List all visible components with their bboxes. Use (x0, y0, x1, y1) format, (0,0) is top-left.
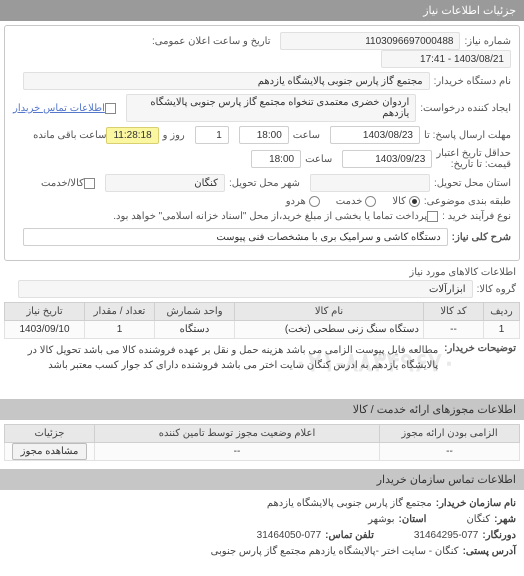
permits-table: الزامی بودن ارائه مجوز اعلام وضعیت مجوز … (4, 424, 520, 461)
pcol-2: جزئیات (5, 425, 95, 443)
phone-label: تلفن تماس: (325, 528, 374, 544)
goods-header-row: ردیف کد کالا نام کالا واحد شمارش تعداد /… (5, 303, 520, 321)
req-no-label: شماره نیاز: (464, 36, 511, 47)
validity-time: 18:00 (251, 150, 301, 168)
goods-table: ردیف کد کالا نام کالا واحد شمارش تعداد /… (4, 302, 520, 339)
permits-row: -- -- مشاهده مجوز (5, 443, 520, 461)
pay-checkbox[interactable] (427, 211, 438, 222)
province-value (310, 174, 430, 192)
col-0: ردیف (484, 303, 520, 321)
goods-group-label: گروه کالا: (477, 284, 516, 295)
countdown-timer: 11:28:18 (106, 127, 158, 144)
postal-label: آدرس پستی: (463, 544, 516, 560)
col-4: تعداد / مقدار (85, 303, 155, 321)
time-label-1: ساعت (293, 130, 320, 141)
pcell-1: -- (95, 443, 380, 461)
cell-3: دستگاه (155, 321, 235, 339)
pkg-service-label: خدمت (336, 196, 363, 207)
remain-unit: روز و (163, 130, 185, 141)
pcol-1: اعلام وضعیت مجوز توسط تامین کننده (95, 425, 380, 443)
title-value: دستگاه کاشی و سرامیک بری با مشخصات فنی پ… (23, 228, 448, 246)
col-1: کد کالا (424, 303, 484, 321)
permits-header: اطلاعات مجوزهای ارائه خدمت / کالا (0, 399, 524, 420)
need-info-fieldset: شماره نیاز: 1103096697000488 تاریخ و ساع… (4, 25, 520, 261)
city-label: شهر محل تحویل: (229, 178, 300, 189)
province-label: استان محل تحویل: (434, 178, 511, 189)
cell-2: دستگاه سنگ زنی سطحی (تخت) (235, 321, 424, 339)
remain-count: 1 (195, 126, 229, 144)
title-label: شرح کلی نیاز: (452, 232, 511, 243)
fprov-label: استان: (399, 512, 427, 528)
requester-label: ایجاد کننده درخواست: (420, 103, 511, 114)
footer-block: نام سازمان خریدار: مجتمع گاز پارس جنوبی … (8, 496, 516, 560)
fax-value: 31464295-077 (414, 528, 479, 544)
pkg-both-label: هردو (286, 196, 306, 207)
view-permit-button[interactable]: مشاهده مجوز (12, 443, 88, 460)
desc-text: مطالعه فایل پیوست الزامی می باشد هزینه ح… (8, 343, 438, 373)
col-5: تاریخ نیاز (5, 303, 85, 321)
col-2: نام کالا (235, 303, 424, 321)
contact-link[interactable]: اطلاعات تماس خریدار (13, 103, 105, 114)
pkg-goods-label: کالا (392, 196, 406, 207)
buyer-label: نام دستگاه خریدار: (434, 76, 511, 87)
validity-date: 1403/09/23 (342, 150, 432, 168)
announce-label: تاریخ و ساعت اعلان عمومی: (152, 36, 271, 47)
requester-value: اردوان خضری معتمدی تنخواه مجتمع گاز پارس… (126, 94, 416, 122)
goods-caption: اطلاعات کالاهای مورد نیاز (8, 267, 516, 278)
postal-value: کنگان - سایت اختر -پالایشگاه یازدهم مجتم… (211, 544, 459, 560)
pkg-service-radio[interactable] (365, 196, 376, 207)
pcol-0: الزامی بودن ارائه مجوز (380, 425, 520, 443)
buyer-value: مجتمع گاز پارس جنوبی پالایشگاه یازدهم (23, 72, 430, 90)
city-value: کنگان (105, 174, 225, 192)
goods-group-value: ابزارآلات (18, 280, 473, 298)
footer-caption: اطلاعات تماس سازمان خریدار (377, 474, 516, 486)
remain-tail: ساعت باقی مانده (33, 130, 106, 141)
cell-0: 1 (484, 321, 520, 339)
org-label: نام سازمان خریدار: (436, 496, 516, 512)
goods-service-checkbox[interactable] (84, 178, 95, 189)
announce-value: 1403/08/21 - 17:41 (381, 50, 511, 68)
phone-value: 31464050-077 (257, 528, 322, 544)
cell-4: 1 (85, 321, 155, 339)
fcity-value: کنگان (466, 512, 490, 528)
pkg-label: طبقه بندی موضوعی: (424, 196, 511, 207)
cell-5: 1403/09/10 (5, 321, 85, 339)
desc-label: توضیحات خریدار: (444, 343, 516, 373)
footer-header: اطلاعات تماس سازمان خریدار (0, 469, 524, 490)
panel-header: جزئیات اطلاعات نیاز (0, 0, 524, 21)
pay-label: نوع فرآیند خرید : (442, 211, 511, 222)
contact-checkbox[interactable] (105, 103, 116, 114)
pay-note: پرداخت تماما یا بخشی از مبلغ خرید،از محل… (113, 211, 427, 222)
deadline-date: 1403/08/23 (330, 126, 420, 144)
time-label-2: ساعت (305, 154, 332, 165)
org-value: مجتمع گاز پارس جنوبی پالایشگاه یازدهم (267, 496, 432, 512)
col-3: واحد شمارش (155, 303, 235, 321)
cell-1: -- (424, 321, 484, 339)
fprov-value: بوشهر (368, 512, 394, 528)
pkg-goods-radio[interactable] (409, 196, 420, 207)
pcell-2: مشاهده مجوز (5, 443, 95, 461)
req-no-value: 1103096697000488 (280, 32, 460, 50)
pkg-both-radio[interactable] (309, 196, 320, 207)
validity-from-label: حداقل تاریخ اعتبار (436, 148, 511, 159)
permits-header-row: الزامی بودن ارائه مجوز اعلام وضعیت مجوز … (5, 425, 520, 443)
goods-service-label: کالا/خدمت (41, 178, 84, 189)
validity-to-label: قیمت: تا تاریخ: (436, 159, 511, 170)
deadline-to-label: مهلت ارسال پاسخ: تا (424, 130, 511, 141)
fax-label: دورنگار: (482, 528, 516, 544)
permits-caption: اطلاعات مجوزهای ارائه خدمت / کالا (353, 404, 516, 416)
deadline-time: 18:00 (239, 126, 289, 144)
fcity-label: شهر: (494, 512, 516, 528)
goods-row: 1 -- دستگاه سنگ زنی سطحی (تخت) دستگاه 1 … (5, 321, 520, 339)
pcell-0: -- (380, 443, 520, 461)
panel-title: جزئیات اطلاعات نیاز (423, 5, 516, 17)
